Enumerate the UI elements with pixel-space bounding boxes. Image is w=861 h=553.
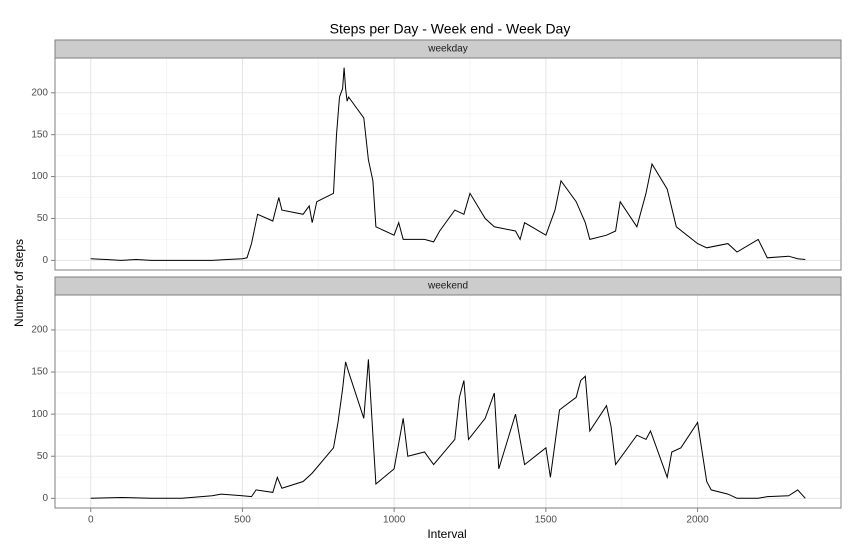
x-tick-label: 2000 [686, 515, 709, 526]
y-tick-label: 150 [31, 129, 48, 140]
x-tick-label: 0 [88, 515, 94, 526]
chart-title: Steps per Day - Week end - Week Day [330, 21, 571, 37]
y-tick-label: 0 [42, 255, 48, 266]
data-line [90, 359, 806, 499]
facet-label: weekend [427, 281, 468, 292]
y-axis-label: Number of steps [12, 239, 26, 327]
y-tick-label: 50 [37, 213, 49, 224]
y-tick-label: 200 [31, 87, 48, 98]
panel-background [55, 295, 841, 508]
y-tick-label: 150 [31, 367, 48, 378]
facet-strip [54, 39, 842, 59]
x-axis-label: Interval [427, 527, 466, 541]
facet-strip [54, 276, 842, 296]
y-tick-label: 200 [31, 325, 48, 336]
x-tick-label: 1000 [383, 515, 406, 526]
x-tick-label: 500 [234, 515, 251, 526]
y-tick-label: 100 [31, 171, 48, 182]
y-tick-label: 50 [37, 451, 49, 462]
panel-background [55, 58, 841, 270]
y-tick-label: 0 [42, 493, 48, 504]
x-tick-label: 1500 [535, 515, 558, 526]
y-tick-label: 100 [31, 409, 48, 420]
data-line [90, 67, 806, 261]
facet-label: weekday [427, 44, 467, 55]
